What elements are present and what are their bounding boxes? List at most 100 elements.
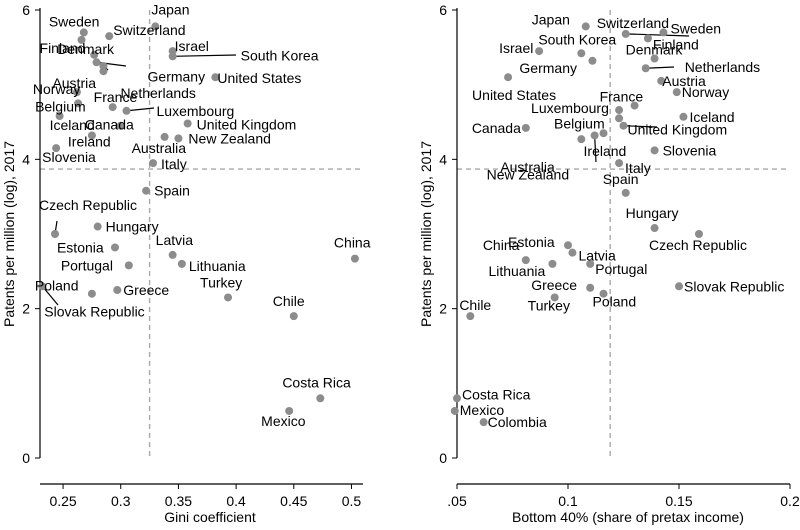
label-united-states: United States	[217, 70, 301, 86]
label-norway: Norway	[33, 81, 80, 97]
point-slovenia	[52, 144, 61, 153]
label-new-zealand: New Zealand	[188, 130, 271, 146]
x-tick-label: 0.15	[665, 493, 692, 509]
point-italy	[615, 159, 624, 168]
point-france	[108, 103, 117, 112]
y-tick-label: 0	[439, 450, 447, 466]
label-costa-rica: Costa Rica	[282, 374, 351, 390]
label-denmark: Denmark	[57, 41, 115, 57]
label-netherlands: Netherlands	[120, 85, 196, 101]
label-latvia: Latvia	[156, 232, 194, 248]
point-switzerland	[621, 29, 630, 38]
point-lithuania	[548, 259, 557, 268]
point-latvia	[168, 250, 177, 259]
label-sweden: Sweden	[670, 20, 721, 36]
left-reference-lines	[40, 10, 363, 458]
label-hungary: Hungary	[106, 219, 159, 235]
label-finland: Finland	[40, 40, 86, 56]
point-iceland	[679, 112, 688, 121]
label-turkey: Turkey	[528, 297, 570, 313]
point-poland	[599, 289, 608, 298]
point-spain	[142, 186, 151, 195]
label-mexico: Mexico	[261, 413, 306, 429]
point-australia	[577, 135, 586, 144]
point-japan	[581, 22, 590, 31]
y-tick-label: 2	[22, 301, 30, 317]
right-points	[450, 22, 703, 427]
label-sweden: Sweden	[49, 13, 100, 29]
label-luxembourg: Luxembourg	[531, 100, 609, 116]
label-ireland: Ireland	[68, 133, 111, 149]
point-latvia	[568, 248, 577, 257]
point-italy	[149, 159, 158, 168]
label-finland: Finland	[653, 36, 699, 52]
label-iceland: Iceland	[50, 117, 95, 133]
point-colombia	[479, 418, 488, 427]
point-turkey	[550, 293, 559, 302]
right-y-axis-label: Patents per million (log), 2017	[418, 141, 434, 327]
label-iceland: Iceland	[689, 109, 734, 125]
point-czech-republic	[50, 230, 59, 238]
x-tick-label: 0.5	[342, 493, 362, 509]
label-france: France	[94, 89, 138, 105]
label-netherlands: Netherlands	[685, 59, 761, 75]
label-norway: Norway	[682, 84, 729, 100]
point-australia	[160, 132, 169, 141]
point-china	[350, 254, 359, 263]
x-tick-label: 0.1	[558, 493, 578, 509]
label-slovenia: Slovenia	[663, 142, 717, 158]
label-switzerland: Switzerland	[113, 22, 185, 38]
point-czech-republic	[694, 230, 703, 238]
right-x-axis-label: Bottom 40% (share of pretax income)	[512, 509, 744, 525]
leader-switzerland	[625, 33, 690, 37]
label-japan: Japan	[151, 1, 189, 17]
y-tick-label: 2	[439, 301, 447, 317]
label-france: France	[600, 89, 644, 105]
label-canada: Canada	[472, 120, 521, 136]
point-finland	[77, 35, 86, 44]
label-slovak-republic: Slovak Republic	[44, 303, 144, 319]
x-tick-label: 0.45	[280, 493, 307, 509]
point-greece	[586, 283, 595, 292]
left-y-axis-label: Patents per million (log), 2017	[1, 141, 17, 327]
point-lithuania	[177, 259, 186, 268]
point-slovenia	[650, 146, 659, 155]
point-ireland	[599, 129, 608, 138]
label-greece: Greece	[123, 282, 169, 298]
point-hungary	[650, 224, 659, 233]
label-south-korea: South Korea	[241, 47, 319, 63]
label-slovenia: Slovenia	[42, 149, 96, 165]
label-belgium: Belgium	[35, 98, 86, 114]
point-belgium	[74, 99, 83, 108]
x-tick-label: .05	[447, 493, 467, 509]
leader-united-kingdom	[623, 125, 658, 128]
point-mexico	[285, 406, 294, 415]
label-latvia: Latvia	[578, 248, 616, 264]
label-turkey: Turkey	[200, 274, 242, 290]
label-costa-rica: Costa Rica	[462, 386, 531, 402]
point-finland	[643, 34, 652, 43]
label-australia: Australia	[500, 159, 555, 175]
label-czech-republic: Czech Republic	[649, 237, 747, 253]
point-mexico	[450, 406, 459, 415]
label-ireland: Ireland	[584, 143, 627, 159]
point-germany	[588, 56, 597, 65]
left-points	[38, 22, 359, 415]
point-canada	[116, 121, 125, 130]
point-slovak-republic	[38, 282, 47, 291]
label-spain: Spain	[154, 183, 190, 199]
point-united-states	[211, 73, 220, 82]
x-tick-label: 0.2	[780, 493, 800, 509]
leader-new-zealand	[594, 135, 597, 163]
left-point-labels: Sweden Japan Switzerland Finland Israel Denma…	[33, 1, 371, 429]
x-tick-label: 0.25	[49, 493, 76, 509]
point-austria	[657, 76, 666, 85]
label-austria: Austria	[662, 73, 706, 89]
y-tick-label: 6	[439, 2, 447, 18]
label-portugal: Portugal	[61, 257, 113, 273]
point-greece	[113, 286, 122, 294]
leader-netherlands	[645, 66, 675, 69]
leader-slovak-republic	[41, 285, 59, 306]
point-norway	[72, 88, 81, 97]
